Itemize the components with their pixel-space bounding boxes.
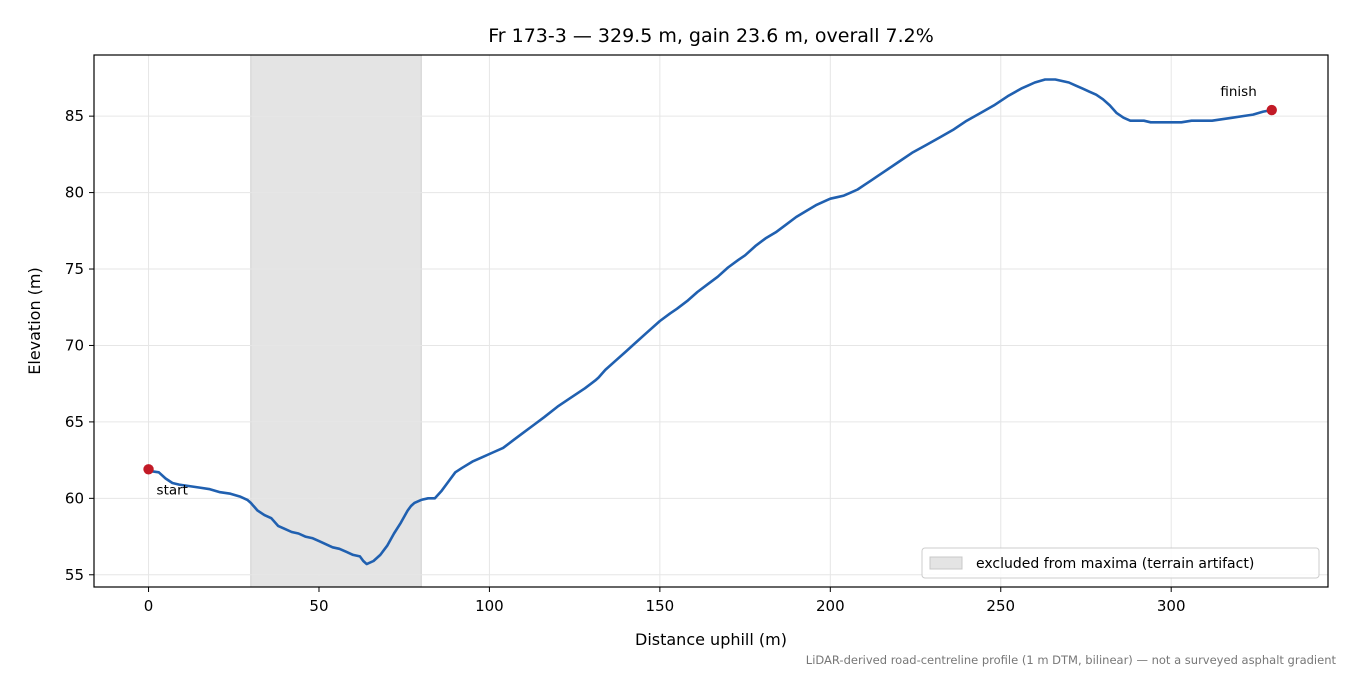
chart-footnote: LiDAR-derived road-centreline profile (1… xyxy=(806,653,1337,667)
y-tick-label: 70 xyxy=(65,336,84,354)
x-tick-label: 250 xyxy=(986,597,1015,615)
y-tick-label: 75 xyxy=(65,260,84,278)
legend-swatch-excluded xyxy=(929,556,963,570)
y-tick-label: 80 xyxy=(65,184,84,202)
excluded-region xyxy=(250,54,422,588)
start-label: start xyxy=(157,482,188,498)
finish-marker xyxy=(1266,104,1277,116)
y-tick-label: 85 xyxy=(65,107,84,125)
x-tick-label: 50 xyxy=(309,597,328,615)
plot-frame xyxy=(93,54,1329,588)
chart-title: Fr 173-3 — 329.5 m, gain 23.6 m, overall… xyxy=(488,25,934,47)
start-marker xyxy=(143,464,154,475)
x-tick-label: 0 xyxy=(144,597,154,615)
finish-label: finish xyxy=(1220,84,1256,100)
legend-label-excluded: excluded from maxima (terrain artifact) xyxy=(976,556,1254,572)
legend: excluded from maxima (terrain artifact) xyxy=(921,547,1320,579)
x-tick-label: 200 xyxy=(816,597,845,615)
y-tick-label: 65 xyxy=(65,413,84,431)
x-tick-label: 150 xyxy=(646,597,675,615)
legend-box xyxy=(921,547,1320,579)
y-tick-label: 55 xyxy=(65,566,84,584)
x-tick-label: 100 xyxy=(475,597,504,615)
y-tick-label: 60 xyxy=(65,489,84,507)
y-axis-label: Elevation (m) xyxy=(25,267,44,374)
elevation-line xyxy=(147,78,1274,566)
x-axis-label: Distance uphill (m) xyxy=(635,630,787,649)
x-tick-label: 300 xyxy=(1157,597,1186,615)
